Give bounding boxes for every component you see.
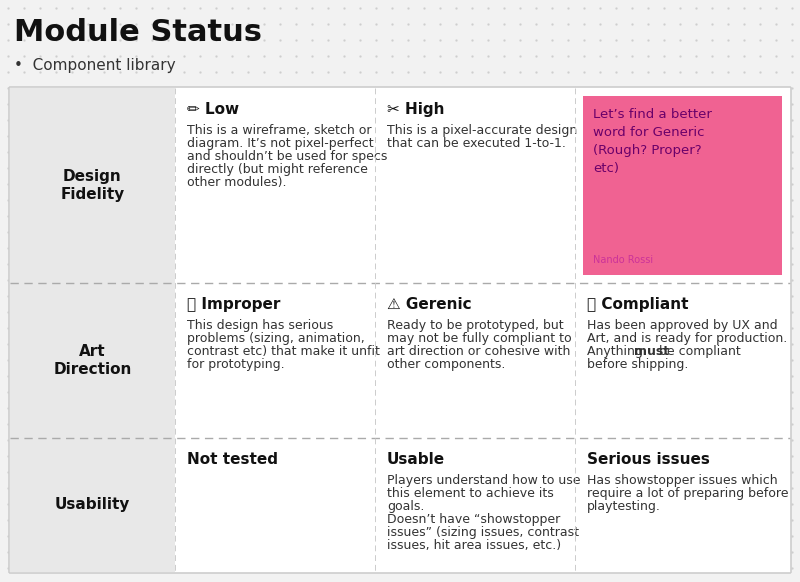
FancyBboxPatch shape — [10, 438, 175, 572]
Text: may not be fully compliant to: may not be fully compliant to — [387, 332, 572, 345]
Text: Nando Rossi: Nando Rossi — [593, 255, 653, 265]
Text: Has been approved by UX and: Has been approved by UX and — [587, 319, 778, 332]
Text: ✅ Compliant: ✅ Compliant — [587, 297, 689, 312]
Text: This is a wireframe, sketch or: This is a wireframe, sketch or — [187, 124, 371, 137]
FancyBboxPatch shape — [583, 96, 782, 275]
Text: issues” (sizing issues, contrast: issues” (sizing issues, contrast — [387, 526, 579, 539]
Text: must: must — [634, 345, 669, 358]
Text: diagram. It’s not pixel-perfect: diagram. It’s not pixel-perfect — [187, 137, 374, 150]
Text: that can be executed 1-to-1.: that can be executed 1-to-1. — [387, 137, 566, 150]
Text: other modules).: other modules). — [187, 176, 286, 189]
Text: ✂️ High: ✂️ High — [387, 102, 445, 117]
Text: ✏️ Low: ✏️ Low — [187, 102, 239, 117]
Text: Module Status: Module Status — [14, 18, 262, 47]
Text: require a lot of preparing before: require a lot of preparing before — [587, 487, 789, 500]
Text: Art
Direction: Art Direction — [54, 345, 132, 377]
Text: ⚠️ Gerenic: ⚠️ Gerenic — [387, 297, 472, 312]
Text: be compliant: be compliant — [654, 345, 740, 358]
Text: •  Component library: • Component library — [14, 58, 176, 73]
Text: Anything: Anything — [587, 345, 647, 358]
Text: Design
Fidelity: Design Fidelity — [60, 169, 125, 202]
FancyBboxPatch shape — [10, 88, 175, 283]
Text: playtesting.: playtesting. — [587, 500, 661, 513]
Text: and shouldn’t be used for specs: and shouldn’t be used for specs — [187, 150, 387, 163]
Text: issues, hit area issues, etc.): issues, hit area issues, etc.) — [387, 539, 561, 552]
Text: Ready to be prototyped, but: Ready to be prototyped, but — [387, 319, 564, 332]
Text: this element to achieve its: this element to achieve its — [387, 487, 554, 500]
Text: Usability: Usability — [55, 498, 130, 513]
Text: art direction or cohesive with: art direction or cohesive with — [387, 345, 570, 358]
Text: Has showstopper issues which: Has showstopper issues which — [587, 474, 778, 487]
Text: Players understand how to use: Players understand how to use — [387, 474, 581, 487]
Text: Serious issues: Serious issues — [587, 452, 710, 467]
Text: directly (but might reference: directly (but might reference — [187, 163, 368, 176]
FancyBboxPatch shape — [9, 87, 791, 573]
Text: Doesn’t have “showstopper: Doesn’t have “showstopper — [387, 513, 560, 526]
Text: for prototyping.: for prototyping. — [187, 358, 285, 371]
Text: problems (sizing, animation,: problems (sizing, animation, — [187, 332, 365, 345]
Text: Usable: Usable — [387, 452, 445, 467]
FancyBboxPatch shape — [10, 283, 175, 438]
Text: goals.: goals. — [387, 500, 424, 513]
Text: This is a pixel-accurate design: This is a pixel-accurate design — [387, 124, 578, 137]
Text: This design has serious: This design has serious — [187, 319, 334, 332]
Text: 🚫 Improper: 🚫 Improper — [187, 297, 280, 312]
Text: contrast etc) that make it unfit: contrast etc) that make it unfit — [187, 345, 380, 358]
Text: Not tested: Not tested — [187, 452, 278, 467]
Text: Let’s find a better
word for Generic
(Rough? Proper?
etc): Let’s find a better word for Generic (Ro… — [593, 108, 712, 175]
Text: Art, and is ready for production.: Art, and is ready for production. — [587, 332, 787, 345]
Text: other components.: other components. — [387, 358, 506, 371]
Text: before shipping.: before shipping. — [587, 358, 688, 371]
